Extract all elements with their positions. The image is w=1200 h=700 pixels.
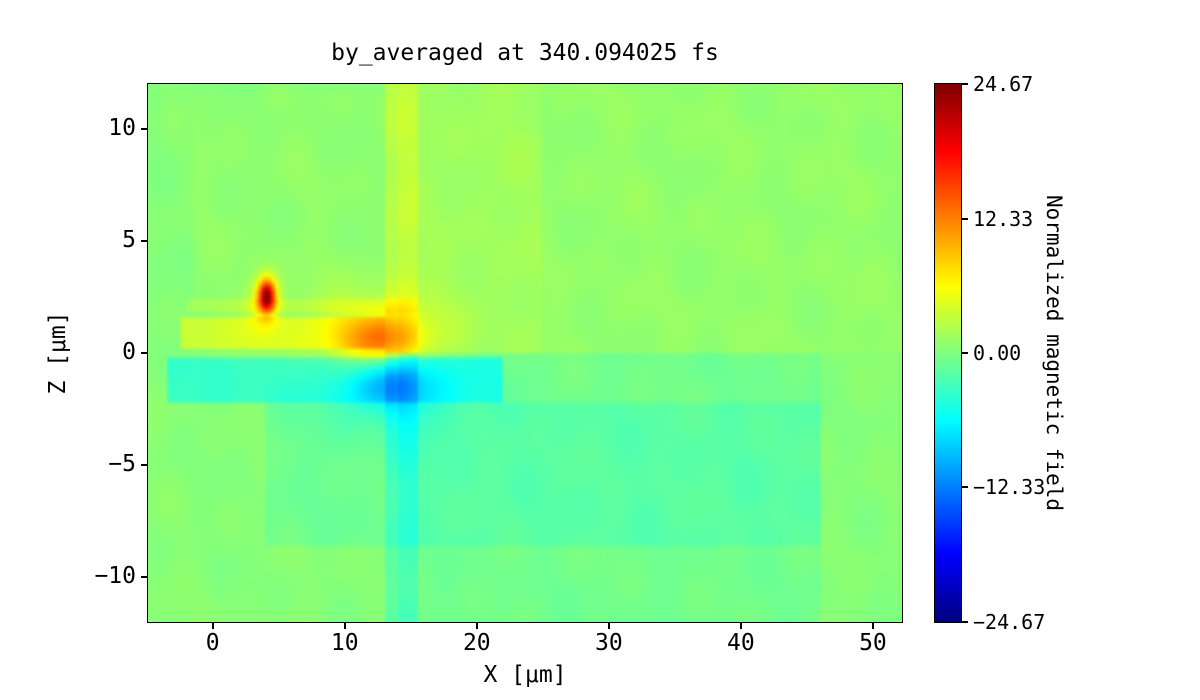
- colorbar-tick-label: −24.67: [973, 610, 1046, 634]
- z-tick-mark: [141, 239, 148, 242]
- z-tick-label: −5: [108, 451, 136, 478]
- colorbar-tick-mark: [961, 486, 968, 489]
- x-tick-label: 40: [727, 630, 755, 656]
- colorbar-tick-mark: [961, 621, 968, 623]
- x-tick-label: 0: [205, 630, 220, 656]
- colorbar-tick-mark: [961, 83, 968, 85]
- z-tick-mark: [141, 464, 148, 467]
- z-tick-mark: [141, 576, 148, 579]
- colorbar-label: Normalized magnetic field: [1042, 194, 1066, 512]
- z-tick-label: −10: [94, 563, 136, 590]
- colorbar-tick-label: −12.33: [973, 475, 1046, 500]
- colorbar-tick-label: 12.33: [973, 206, 1034, 231]
- x-tick-label: 30: [594, 630, 623, 656]
- x-tick-mark: [871, 622, 874, 629]
- x-tick-mark: [739, 622, 742, 629]
- x-axis-label: X [μm]: [483, 662, 567, 688]
- heatmap-canvas: [148, 84, 902, 622]
- z-tick-label: 10: [108, 114, 136, 141]
- z-tick-label: 5: [122, 226, 136, 253]
- z-tick-label: 0: [122, 339, 136, 365]
- colorbar-tick-label: 0.00: [973, 341, 1022, 365]
- x-tick-label: 50: [859, 630, 887, 656]
- x-tick-label: 10: [330, 630, 359, 656]
- x-tick-label: 20: [462, 630, 491, 656]
- y-axis-label: Z [μm]: [45, 311, 71, 395]
- colorbar-tick-mark: [961, 352, 968, 354]
- x-tick-mark: [607, 622, 610, 629]
- x-tick-mark: [475, 622, 478, 629]
- plot-title: by_averaged at 340.094025 fs: [331, 40, 719, 66]
- x-tick-mark: [211, 622, 214, 629]
- x-tick-mark: [343, 622, 346, 629]
- colorbar-canvas: [935, 84, 961, 622]
- colorbar-tick-mark: [961, 217, 968, 220]
- z-tick-mark: [141, 127, 148, 130]
- colorbar-tick-label: 24.67: [973, 72, 1034, 96]
- z-tick-mark: [141, 352, 148, 354]
